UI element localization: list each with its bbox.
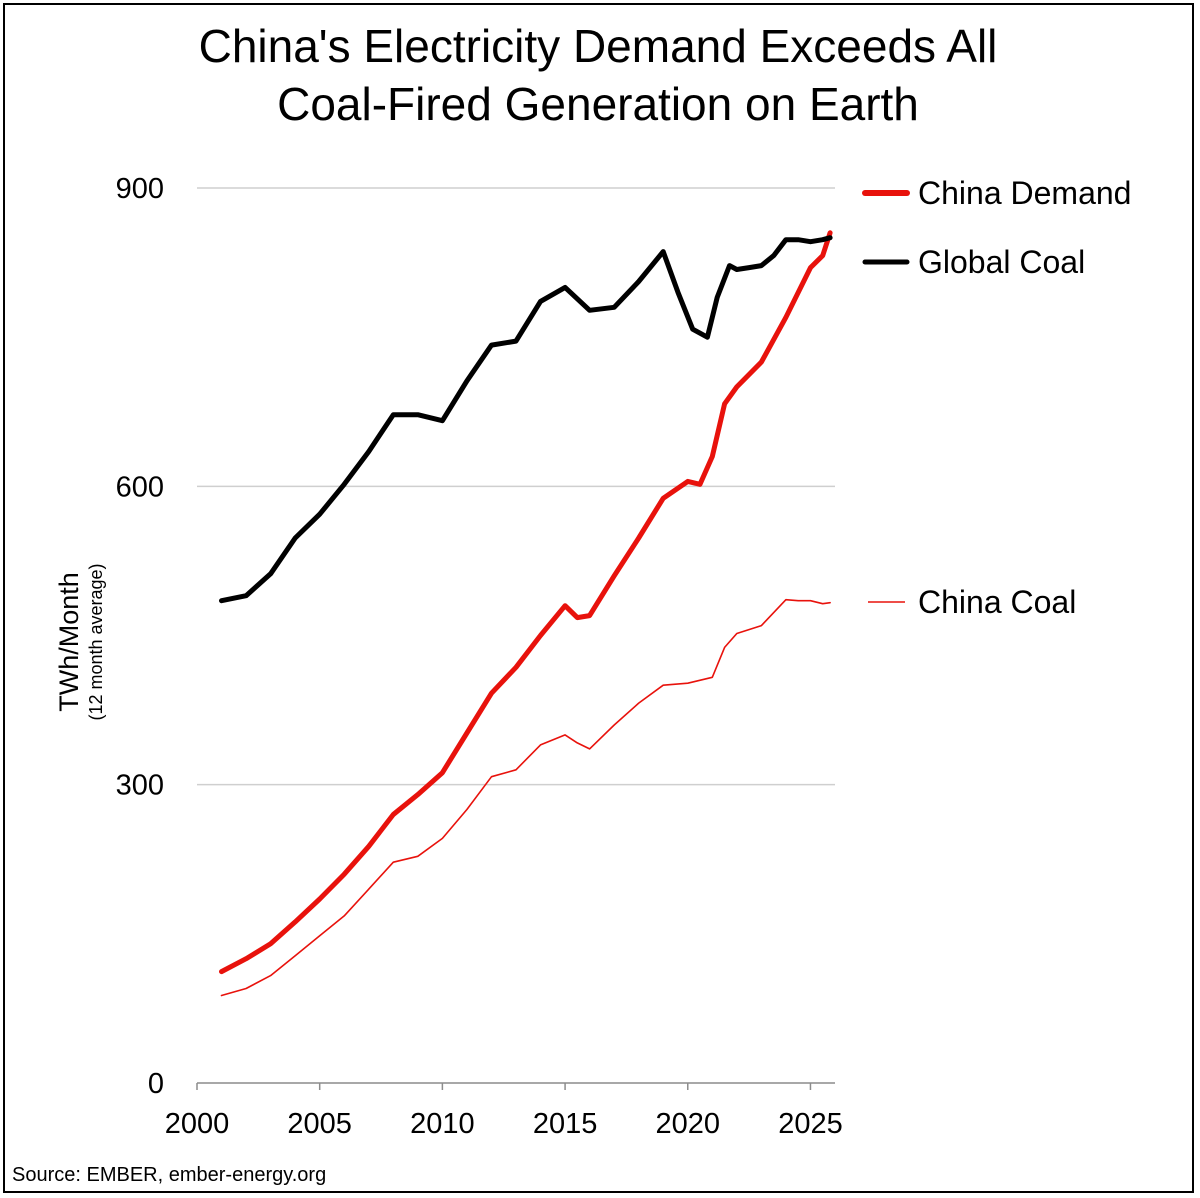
legend-label-china-coal: China Coal [918,584,1076,620]
x-tick-label-2015: 2015 [533,1108,598,1140]
legend: China Demand Global Coal China Coal [862,175,1131,620]
chart-title-line-2: Coal-Fired Generation on Earth [277,78,919,130]
y-tick-label-600: 600 [116,471,164,503]
source-note: Source: EMBER, ember-energy.org [12,1164,326,1186]
series-line-china-demand [219,230,833,975]
series-lines [219,230,833,997]
x-tick-label-2020: 2020 [656,1108,721,1140]
chart-title-line-1: China's Electricity Demand Exceeds All [199,20,998,72]
y-tick-label-900: 900 [116,173,164,205]
series-line-china-coal [220,598,831,997]
series-line-global-coal [219,235,833,604]
gridlines [197,187,835,786]
legend-label-global-coal: Global Coal [918,244,1085,280]
y-tick-labels: 0 300 600 900 [116,173,164,1100]
x-tick-label-2025: 2025 [778,1108,843,1140]
axes [196,1082,835,1090]
y-tick-label-300: 300 [116,770,164,802]
y-axis-label: TWh/Month [54,572,84,712]
x-tick-labels: 2000 2005 2010 2015 2020 2025 [165,1108,843,1140]
y-tick-label-0: 0 [148,1068,164,1100]
x-tick-label-2000: 2000 [165,1108,230,1140]
x-tick-label-2005: 2005 [287,1108,352,1140]
y-axis-sublabel: (12 month average) [86,563,106,720]
legend-label-china-demand: China Demand [918,175,1131,211]
x-tick-label-2010: 2010 [410,1108,475,1140]
